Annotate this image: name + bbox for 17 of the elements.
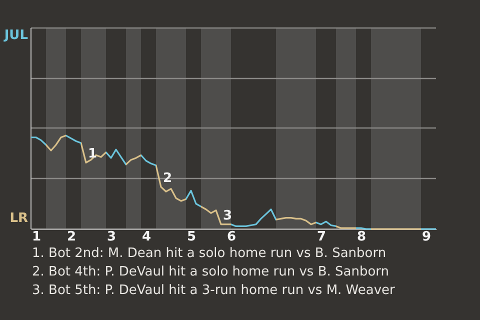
text: 1. Bot 2nd: M. Dean hit a solo home run vs B. Sanborn	[32, 246, 386, 261]
ref-line-label: JUL	[3, 28, 28, 43]
x-tick-label: 9	[422, 230, 432, 244]
annotation: 1	[88, 146, 98, 162]
x-tick-label: 6	[226, 230, 236, 244]
text: 2. Bot 4th: P. DeVaul hit a solo home run vs B. Sanborn	[32, 264, 390, 280]
x-tick-label: 3	[106, 230, 116, 244]
x-tick-label: 2	[66, 230, 76, 244]
x-tick-label: 5	[186, 230, 196, 244]
x-tick-label: 8	[356, 230, 366, 244]
x-tick-label: 1	[32, 230, 42, 244]
x-tick-label: 4	[142, 230, 152, 244]
text: 3. Bot 5th: P. DeVaul hit a 3-run home run vs M. Weaver	[32, 283, 396, 298]
ref-line-label: LR	[10, 211, 28, 226]
annotation: 3	[223, 208, 232, 224]
annotation: 2	[163, 170, 172, 186]
x-tick-label: 7	[316, 230, 326, 244]
